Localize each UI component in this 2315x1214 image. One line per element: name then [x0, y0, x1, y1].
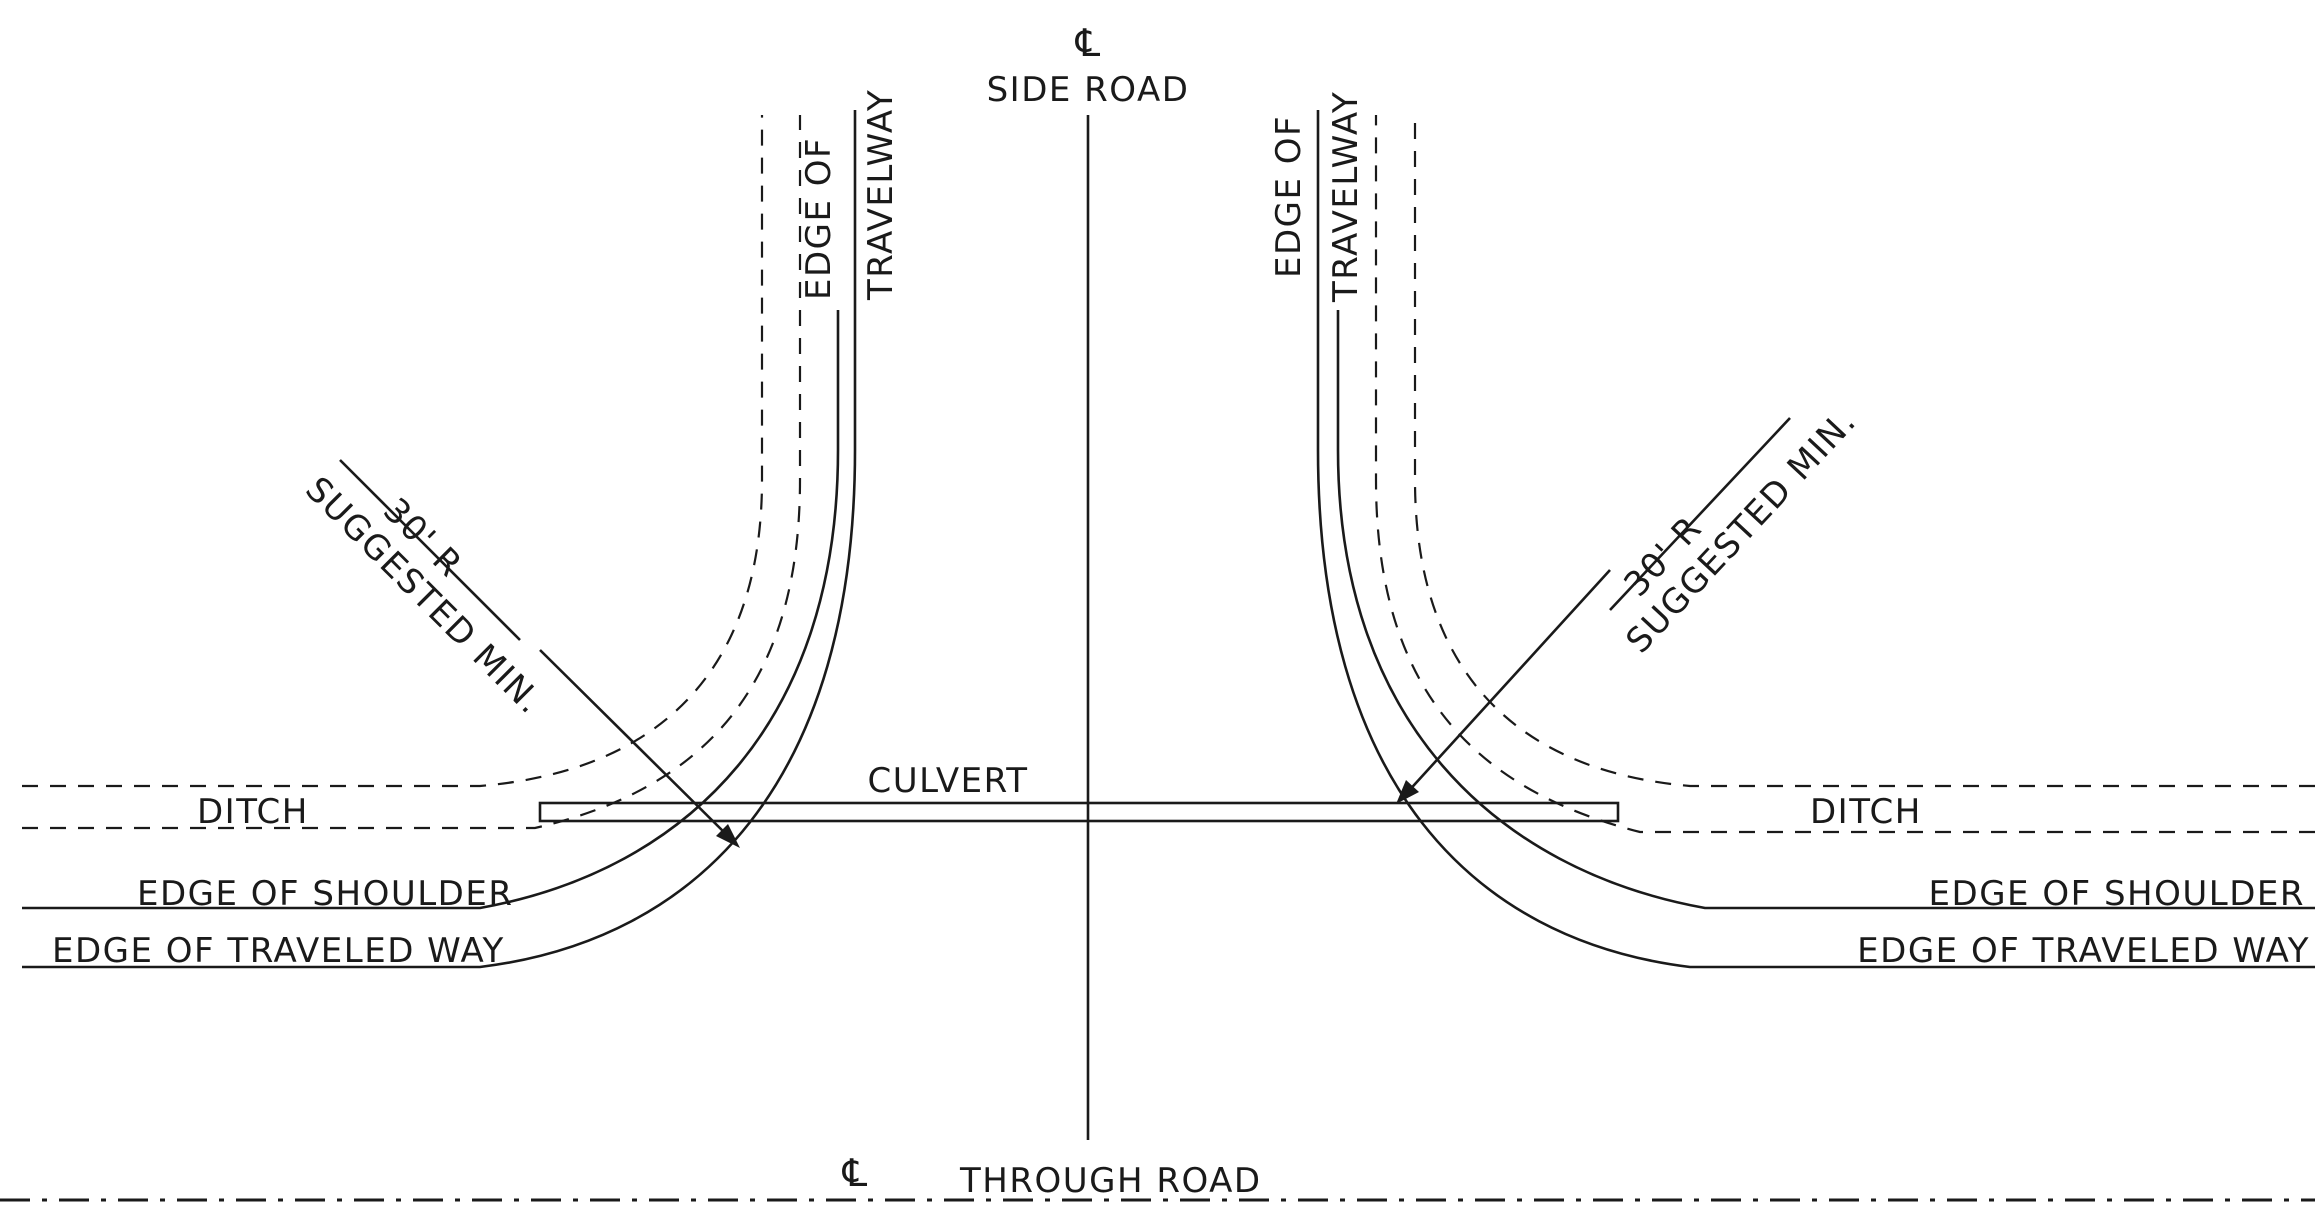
svg-text:TRAVELWAY: TRAVELWAY [861, 89, 901, 301]
left-ditch-line-outer [22, 115, 764, 788]
left-ditch-label: DITCH [197, 792, 309, 832]
left-ditch-line-inner [22, 115, 802, 830]
left-radius-text-rule [339, 459, 521, 641]
right-ditch-label: DITCH [1810, 792, 1922, 832]
right-edge-of-travelway-label: EDGE OF TRAVELWAY [1269, 91, 1366, 303]
right-edge-of-traveled-way [1316, 110, 2315, 969]
left-edge-of-traveled-way-label: EDGE OF TRAVELED WAY [52, 931, 505, 971]
svg-text:EDGE OF: EDGE OF [799, 137, 839, 300]
left-edge-of-travelway-label: EDGE OF TRAVELWAY [799, 89, 901, 301]
side-road-centerline-symbol: ℄ [1075, 21, 1101, 65]
right-ditch-line-inner [1374, 115, 2315, 834]
left-radius-leader [539, 649, 733, 841]
svg-text:SUGGESTED MIN.: SUGGESTED MIN. [1618, 401, 1864, 661]
svg-text:SUGGESTED MIN.: SUGGESTED MIN. [297, 469, 550, 722]
culvert [538, 801, 1620, 823]
right-ditch-line-outer [1413, 115, 2315, 788]
right-radius-text-rule [1609, 417, 1791, 611]
left-radius-label: 30' R SUGGESTED MIN. [297, 469, 550, 722]
right-edge-of-shoulder-label: EDGE OF SHOULDER [1929, 874, 2305, 914]
svg-text:TRAVELWAY: TRAVELWAY [1326, 91, 1366, 303]
side-road-label: SIDE ROAD [987, 70, 1190, 110]
culvert-label: CULVERT [868, 761, 1029, 801]
right-edge-of-shoulder [1336, 310, 2315, 910]
right-radius-leader [1404, 569, 1611, 796]
right-edge-of-traveled-way-label: EDGE OF TRAVELED WAY [1857, 931, 2310, 971]
svg-text:EDGE OF: EDGE OF [1269, 115, 1309, 278]
right-radius-label: 30' R SUGGESTED MIN. [1616, 401, 1864, 661]
left-edge-of-shoulder [22, 310, 840, 910]
through-road-centerline-symbol: ℄ [842, 1151, 868, 1195]
left-radius-arrowhead [716, 824, 740, 848]
right-radius-arrowhead [1396, 780, 1419, 804]
left-edge-of-shoulder-label: EDGE OF SHOULDER [137, 874, 513, 914]
through-road-label: THROUGH ROAD [959, 1161, 1262, 1201]
